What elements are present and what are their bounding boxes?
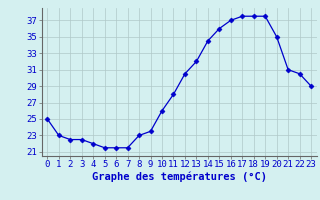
X-axis label: Graphe des températures (°C): Graphe des températures (°C) — [92, 172, 267, 182]
